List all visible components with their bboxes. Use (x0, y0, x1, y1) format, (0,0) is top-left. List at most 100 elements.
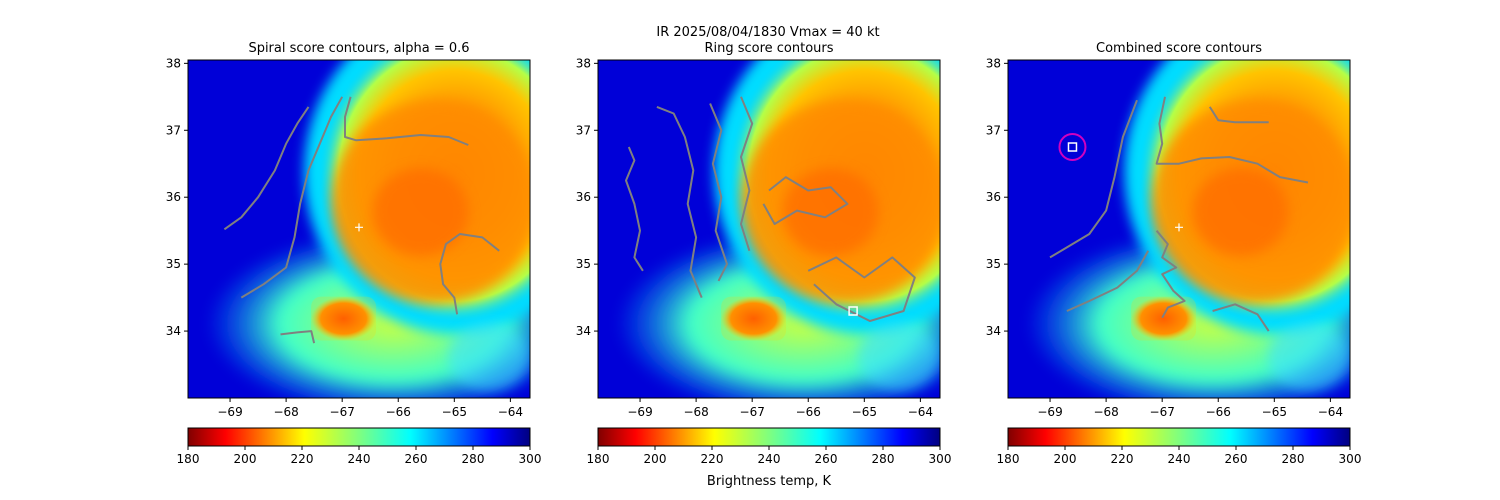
x-tick-label: −64 (1318, 405, 1343, 419)
x-tick-label: −66 (386, 405, 411, 419)
panel-1: Spiral score contours, alpha = 0.6 −69 −68… (166, 41, 542, 466)
circle-marker (1058, 133, 1087, 162)
colorbar-tick-label: 300 (519, 452, 542, 466)
contour-line (280, 330, 316, 344)
cloud-fragment (1267, 323, 1350, 392)
contour-line (1155, 96, 1309, 184)
contour-line (240, 96, 344, 299)
x-tick-label: −66 (796, 405, 821, 419)
colorbar-tick-label: 220 (1111, 452, 1134, 466)
convective-cell (311, 296, 377, 341)
y-tick-label: 35 (166, 257, 181, 271)
colorbar-tick-label: 260 (405, 452, 428, 466)
panel-title: Spiral score contours, alpha = 0.6 (248, 41, 469, 56)
y-tick-label: 34 (576, 324, 591, 338)
colorbar-tick-label: 260 (815, 452, 838, 466)
x-tick-label: −67 (330, 405, 355, 419)
x-tick-label: −68 (1093, 405, 1118, 419)
panel-title: Ring score contours (704, 41, 833, 56)
colorbar-tick-label: 300 (929, 452, 952, 466)
y-tick-label: 38 (576, 56, 591, 70)
center-marker (1175, 223, 1183, 232)
panel-3: Combined score contours −69 −68 −67 −66 −65 −6… (986, 41, 1362, 466)
brightness-field (188, 60, 530, 398)
square-marker (848, 306, 858, 316)
colorbar-tick-label: 280 (462, 452, 485, 466)
panel-title: Combined score contours (1096, 41, 1262, 56)
figure-suptitle: IR 2025/08/04/1830 Vmax = 40 kt (656, 25, 879, 40)
contour-group (1049, 96, 1309, 332)
y-tick-label: 37 (166, 123, 181, 137)
colorbar-tick-label: 200 (234, 452, 257, 466)
x-tick-label: −66 (1206, 405, 1231, 419)
colorbar-tick-label: 240 (348, 452, 371, 466)
axes-frame (597, 59, 941, 399)
contour-line (1066, 250, 1150, 312)
y-tick-label: 38 (166, 56, 181, 70)
contour-line (709, 103, 728, 282)
colorbar-tick-label: 200 (1054, 452, 1077, 466)
x-tick-label: −69 (627, 405, 652, 419)
x-tick-label: −65 (852, 405, 877, 419)
x-tick-label: −64 (908, 405, 933, 419)
contour-line (1208, 106, 1269, 124)
contour-line (1049, 99, 1138, 259)
x-tick-label: −68 (683, 405, 708, 419)
colorbar (597, 427, 941, 447)
cold-top (1192, 168, 1289, 257)
y-tick-label: 34 (166, 324, 181, 338)
y-tick-label: 37 (986, 123, 1001, 137)
x-tick-label: −67 (740, 405, 765, 419)
cold-top (372, 168, 469, 257)
y-tick-label: 38 (986, 56, 1001, 70)
contour-line (1212, 303, 1270, 332)
colorbar-tick-label: 220 (291, 452, 314, 466)
panel-2: Ring score contours −69 −68 −67 −66 −65 −64 34 3… (576, 41, 952, 466)
y-tick-label: 36 (166, 190, 181, 204)
colorbar-tick-label: 180 (177, 452, 200, 466)
colorbar-tick-label: 200 (644, 452, 667, 466)
contour-line (762, 176, 849, 225)
colorbar-tick-label: 280 (872, 452, 895, 466)
x-tick-label: −64 (498, 405, 523, 419)
center-marker (355, 223, 363, 232)
contour-line (807, 256, 916, 322)
y-tick-label: 36 (576, 190, 591, 204)
x-tick-label: −69 (217, 405, 242, 419)
axes-frame (187, 59, 531, 399)
x-tick-label: −65 (1262, 405, 1287, 419)
cold-top (782, 168, 879, 257)
contour-line (344, 96, 469, 146)
brightness-field (1008, 60, 1350, 398)
colorbar-tick-label: 180 (997, 452, 1020, 466)
y-tick-label: 35 (576, 257, 591, 271)
colorbar (1007, 427, 1351, 447)
colorbar-label: Brightness temp, K (707, 474, 832, 489)
colorbar-tick-label: 220 (701, 452, 724, 466)
cloud-fragment (857, 323, 940, 392)
colorbar-tick-label: 280 (1282, 452, 1305, 466)
contour-line (439, 233, 500, 315)
convective-cell (1131, 296, 1197, 341)
contour-line (625, 146, 644, 272)
square-marker (1067, 142, 1078, 152)
colorbar-tick-label: 240 (758, 452, 781, 466)
colorbar-tick-label: 180 (587, 452, 610, 466)
colorbar-tick-label: 300 (1339, 452, 1362, 466)
cloud-fragment (447, 323, 530, 392)
contour-line (740, 96, 754, 252)
y-tick-label: 37 (576, 123, 591, 137)
x-tick-label: −69 (1037, 405, 1062, 419)
colorbar-tick-label: 260 (1225, 452, 1248, 466)
contour-line (1155, 230, 1186, 319)
x-tick-label: −68 (273, 405, 298, 419)
y-tick-label: 35 (986, 257, 1001, 271)
contour-group (223, 96, 500, 344)
colorbar-tick-label: 240 (1168, 452, 1191, 466)
contour-line (223, 106, 310, 231)
brightness-field (598, 60, 940, 398)
colorbar (187, 427, 531, 447)
x-tick-label: −67 (1150, 405, 1175, 419)
contour-line (656, 105, 703, 298)
